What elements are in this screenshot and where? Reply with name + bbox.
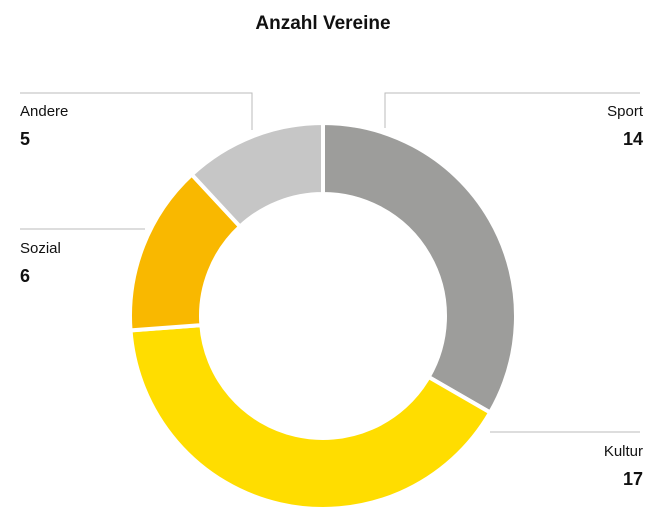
slice-value: 5	[20, 129, 30, 149]
slice-value: 17	[623, 469, 643, 489]
donut-slice	[188, 120, 325, 230]
slice-value: 6	[20, 266, 30, 286]
slice-label: Andere	[20, 103, 68, 120]
donut-slice	[321, 120, 518, 416]
slice-label: Kultur	[604, 443, 643, 460]
leader-lines	[20, 92, 640, 433]
leader-line	[384, 92, 640, 128]
leader-line	[20, 92, 253, 130]
slice-label: Sport	[607, 103, 644, 120]
chart-title: Anzahl Vereine	[255, 13, 390, 34]
slice-label: Sozial	[20, 240, 61, 257]
slice-value: 14	[623, 129, 643, 149]
donut-slice	[128, 322, 493, 511]
